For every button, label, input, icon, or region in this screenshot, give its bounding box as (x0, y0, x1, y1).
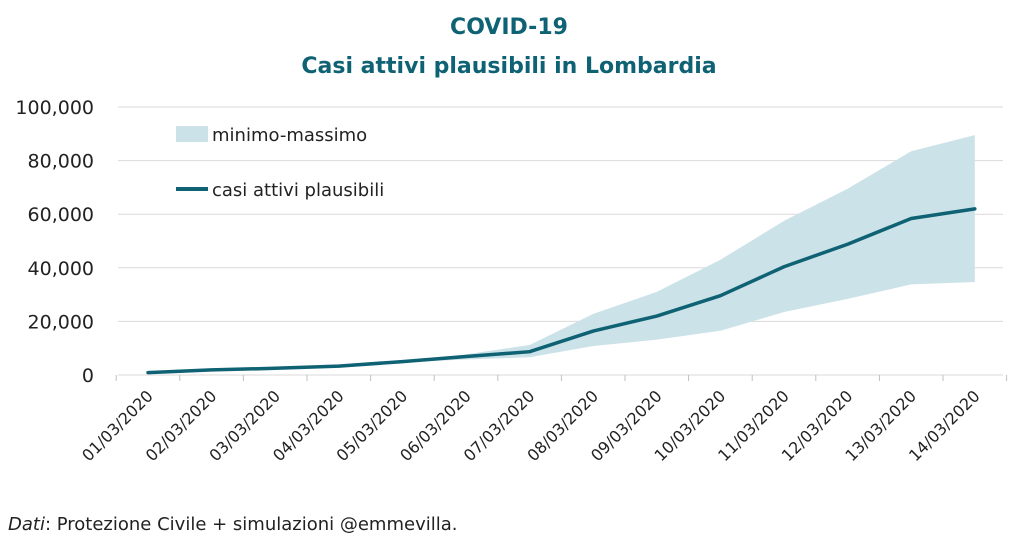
y-tick-label: 100,000 (15, 97, 94, 119)
x-axis-ticks: 01/03/202002/03/202003/03/202004/03/2020… (78, 386, 983, 465)
min-max-band (148, 135, 975, 373)
legend-band-label: minimo-massimo (212, 125, 367, 146)
source-text: : Protezione Civile + simulazioni @emmev… (44, 514, 458, 535)
y-tick-label: 80,000 (28, 151, 94, 173)
legend: minimo-massimo casi attivi plausibili (176, 125, 384, 201)
y-tick-label: 20,000 (28, 311, 94, 333)
y-axis-ticks: 0 20,000 40,000 60,000 80,000 100,000 (15, 97, 94, 387)
chart-title: COVID-19 (450, 15, 568, 40)
chart: COVID-19 Casi attivi plausibili in Lomba… (15, 15, 1008, 465)
source-label: Dati (8, 514, 45, 535)
y-tick-label: 60,000 (28, 204, 94, 226)
chart-subtitle: Casi attivi plausibili in Lombardia (301, 54, 716, 79)
legend-band-swatch (176, 126, 208, 142)
grid-lines (115, 106, 1008, 381)
source-note: Dati: Protezione Civile + simulazioni @e… (8, 514, 458, 535)
plausible-cases-line-layer (146, 207, 977, 375)
min-max-band-layer (148, 135, 975, 373)
plausible-cases-line (146, 207, 977, 375)
y-tick-label: 40,000 (28, 258, 94, 280)
legend-line-label: casi attivi plausibili (212, 180, 384, 201)
y-tick-label: 0 (82, 365, 94, 387)
